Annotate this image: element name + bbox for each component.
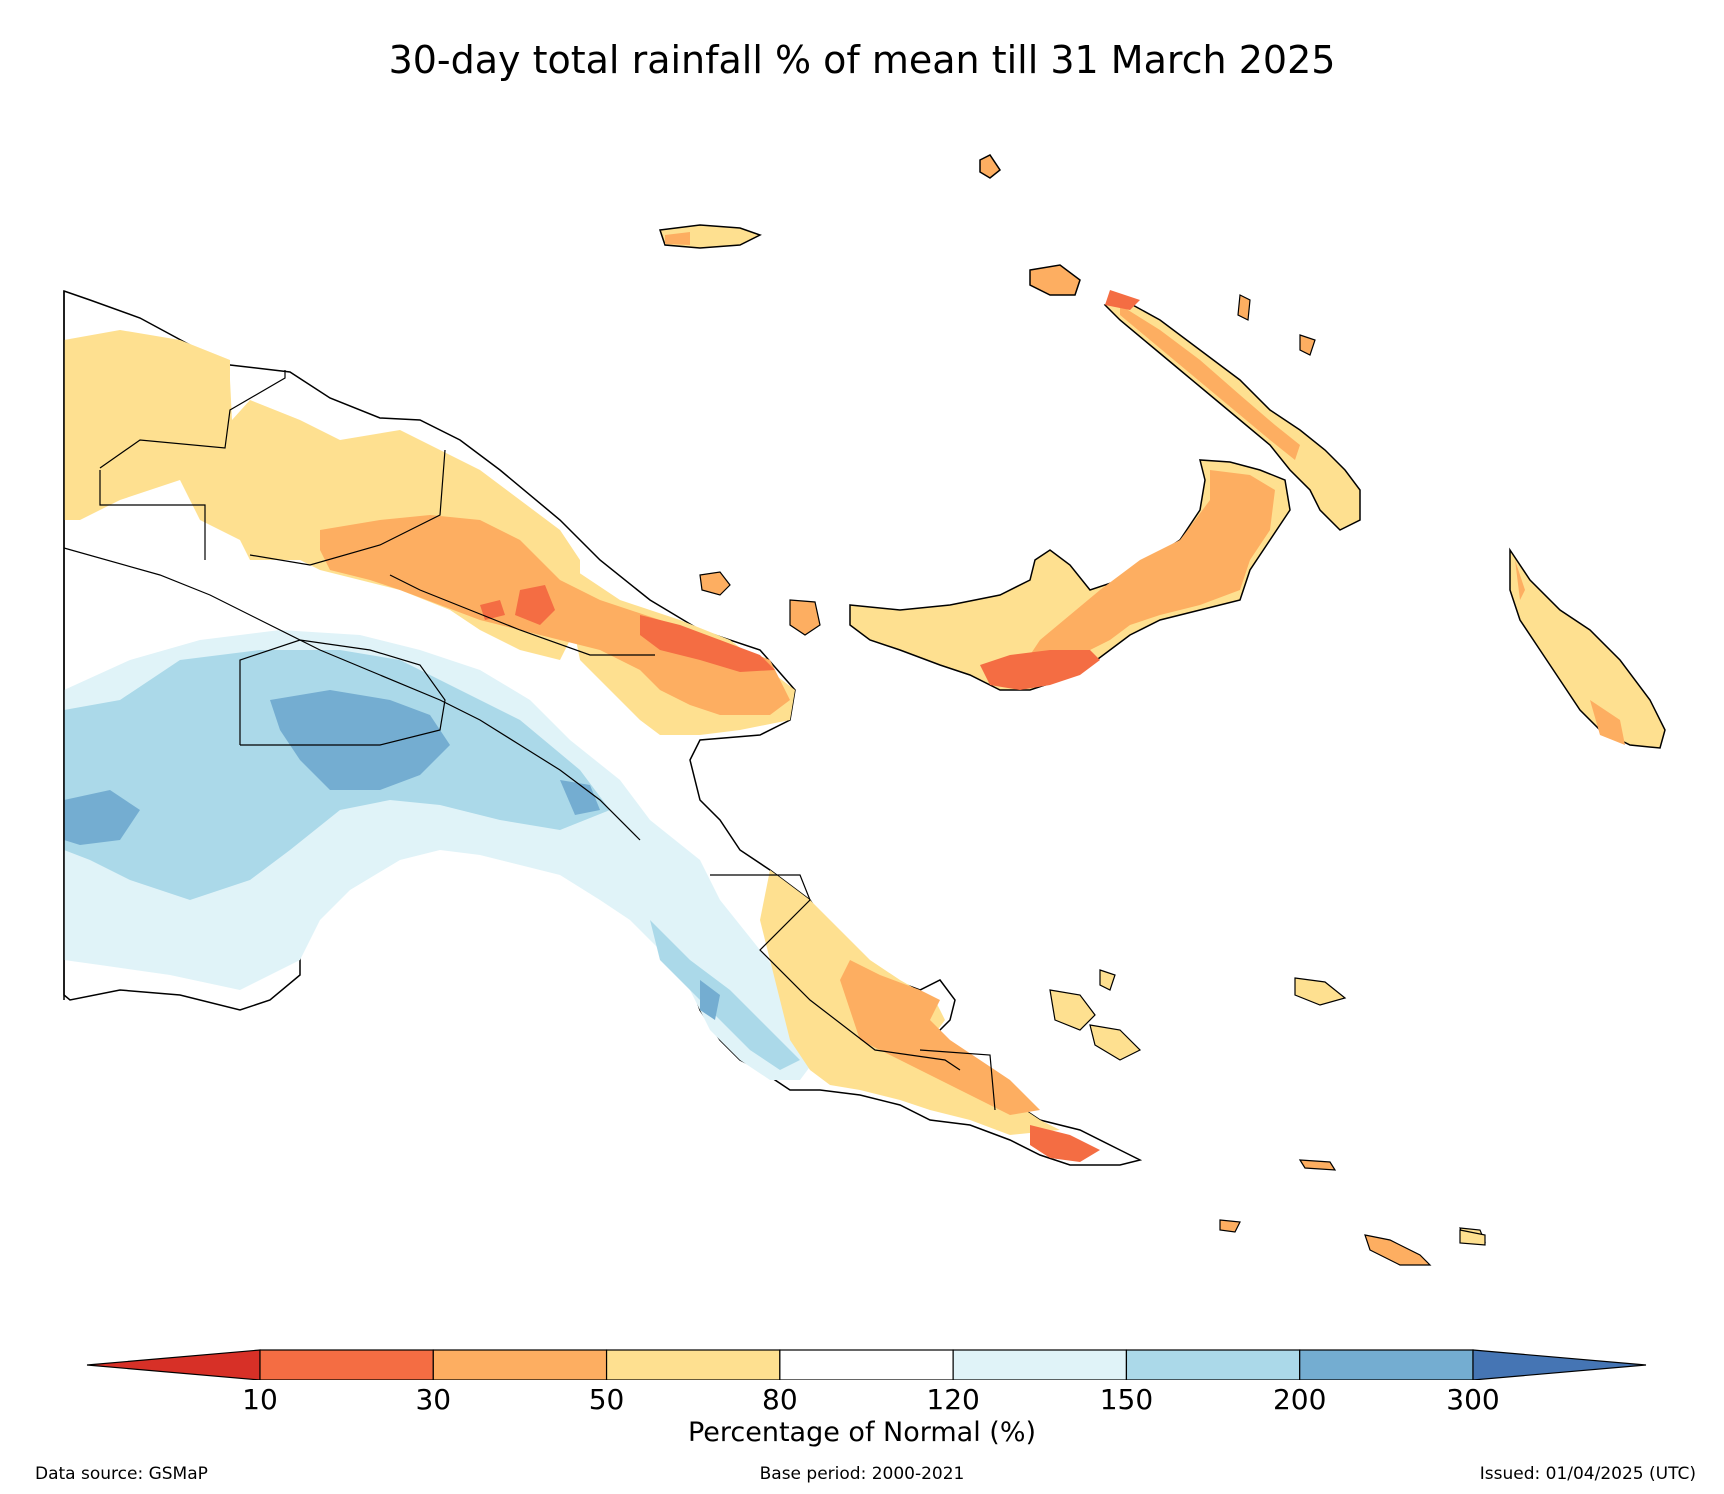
colorbar-tick-label: 50 <box>588 1383 625 1416</box>
new-ireland <box>1103 290 1361 531</box>
colorbar-bin <box>259 1349 434 1380</box>
colorbar-bins <box>86 1349 1647 1380</box>
base-period: Base period: 2000-2021 <box>759 1464 965 1484</box>
colorbar-label: Percentage of Normal (%) <box>687 1417 1037 1448</box>
colorbar-tick-label: 120 <box>926 1383 980 1416</box>
bougainville <box>1509 547 1666 749</box>
colorbar-bin <box>432 1349 608 1380</box>
colorbar-bin <box>605 1349 781 1380</box>
colorbar-tick-label: 300 <box>1446 1383 1500 1416</box>
colorbar-tick-label: 10 <box>242 1383 278 1416</box>
colorbar-bin <box>952 1349 1128 1380</box>
rainfall-map <box>63 154 1666 1266</box>
colorbar-extend-high <box>1472 1349 1647 1380</box>
colorbar-bin <box>779 1349 954 1380</box>
colorbar-bin <box>1125 1349 1301 1380</box>
colorbar-tick-label: 30 <box>415 1383 452 1416</box>
small-islands <box>699 294 1486 1266</box>
province-borders <box>63 370 996 1111</box>
colorbar-tick-label: 80 <box>762 1383 798 1416</box>
issued-date: Issued: 01/04/2025 (UTC) <box>1479 1464 1696 1484</box>
colorbar-bin <box>1299 1349 1474 1380</box>
colorbar-tick-label: 200 <box>1272 1383 1327 1416</box>
anomaly-fills <box>64 330 1100 1162</box>
colorbar-extend-low <box>86 1349 261 1380</box>
colorbar <box>86 1349 1647 1380</box>
colorbar-tick-label: 150 <box>1099 1383 1154 1416</box>
data-source: Data source: GSMaP <box>35 1464 208 1484</box>
map-title: 30-day total rainfall % of mean till 31 … <box>388 38 1336 82</box>
manus-island <box>658 224 762 249</box>
new-britain <box>849 459 1291 691</box>
new-hanover <box>979 154 1081 296</box>
